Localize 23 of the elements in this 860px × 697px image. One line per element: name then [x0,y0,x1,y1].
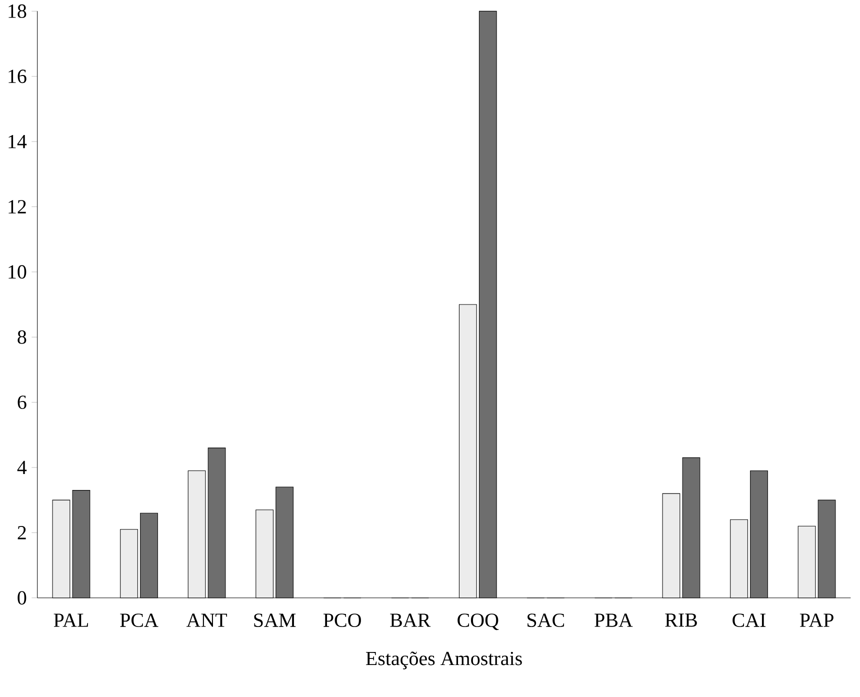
y-tick-label: 12 [8,200,26,214]
x-tick-label: COQ [458,614,499,630]
y-tick-label: 16 [8,70,26,84]
x-tick-label: PBA [594,614,633,628]
x-axis-title: Estações Amostrais [366,652,522,670]
x-tick-label: ANT [186,614,227,628]
y-tick-label: 2 [18,526,26,540]
y-tick-label: 8 [18,330,26,344]
x-tick-label: SAM [254,614,296,628]
x-tick-label: BAR [390,614,431,628]
x-tick-label: PAL [54,614,88,628]
x-tick-label: RIB [665,614,697,627]
y-tick-label: 14 [8,135,27,148]
y-tick-label: 4 [17,461,27,474]
y-tick-label: 18 [8,4,26,18]
x-tick-label: PCO [323,614,361,628]
x-tick-label: PAP [800,614,834,628]
y-tick-label: 6 [18,396,26,410]
x-tick-label: SAC [528,614,564,628]
x-tick-label: PCA [120,614,158,628]
y-tick-label: 10 [8,265,26,279]
x-tick-label: CAI [732,614,766,628]
y-tick-label: 0 [18,591,26,605]
